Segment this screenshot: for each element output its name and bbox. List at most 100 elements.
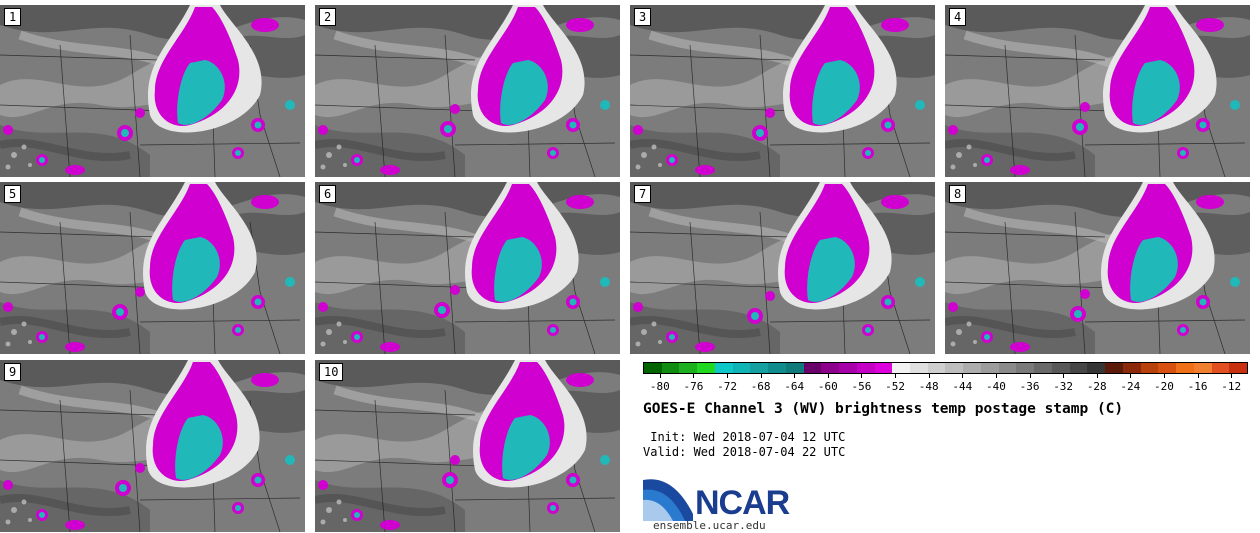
colorbar-segment [980,363,999,373]
colorbar-segment [1122,363,1141,373]
colorbar-tick-label: -48 [918,380,939,393]
colorbar-segment [661,363,680,373]
wv-map [945,182,1250,354]
colorbar-tick-label: -12 [1221,380,1242,393]
panel-label: 7 [634,185,652,203]
panel-label: 4 [949,8,967,26]
colorbar-tick-label: -40 [985,380,1006,393]
wv-map [630,182,935,354]
colorbar-segment [839,363,857,373]
colorbar-segment [714,363,733,373]
wv-map [0,360,305,532]
colorbar-segment [1193,363,1212,373]
postage-stamp-panel-2: 2 [315,5,620,177]
ncar-logo-icon [643,479,693,521]
colorbar-tick-label: -36 [1019,380,1040,393]
colorbar-tick-label: -44 [952,380,973,393]
colorbar-tickmark [928,374,930,378]
wv-map [0,5,305,177]
ncar-logo-text: NCAR [695,484,790,522]
colorbar-segment [1087,363,1106,373]
postage-stamp-panel-4: 4 [945,5,1250,177]
colorbar-segment [1176,363,1194,373]
colorbar-tick-label: -72 [717,380,737,393]
colorbar-tickmark [760,374,762,378]
colorbar-tick-label: -80 [649,380,670,393]
colorbar-tick-label: -24 [1120,380,1141,393]
colorbar [643,362,1248,374]
postage-stamp-panel-6: 6 [315,182,620,354]
colorbar-segment [768,363,786,373]
colorbar-tick-label: -76 [683,380,704,393]
colorbar-tick-label: -60 [817,380,838,393]
colorbar-segment [998,363,1017,373]
colorbar-tickmark [1096,374,1098,378]
colorbar-segment [732,363,751,373]
colorbar-segment [963,363,981,373]
colorbar-segment [821,363,840,373]
colorbar-segment [1158,363,1177,373]
logo-url: ensemble.ucar.edu [653,519,766,532]
wv-map [315,182,620,354]
colorbar-tickmark [693,374,695,378]
wv-map [630,5,935,177]
colorbar-tickmark [827,374,829,378]
panel-label: 10 [319,363,344,381]
colorbar-segment [697,363,715,373]
postage-stamp-panel-9: 9 [0,360,305,532]
wv-map [315,360,620,532]
panel-label: 6 [319,185,337,203]
postage-stamp-panel-3: 3 [630,5,935,177]
colorbar-segment [892,363,911,373]
wv-map [945,5,1250,177]
colorbar-segment [1034,363,1052,373]
colorbar-tickmark [962,374,964,378]
panel-label: 9 [4,363,22,381]
colorbar-tick-label: -64 [784,380,805,393]
colorbar-segment [1229,363,1247,373]
colorbar-segment [679,363,698,373]
colorbar-segment [1105,363,1123,373]
valid-time: Valid: Wed 2018-07-04 22 UTC [643,445,846,459]
colorbar-tickmark [1231,374,1233,378]
colorbar-tickmark [995,374,997,378]
colorbar-segment [1140,363,1159,373]
colorbar-tick-label: -32 [1053,380,1074,393]
colorbar-segment [1069,363,1088,373]
init-time: Init: Wed 2018-07-04 12 UTC [643,430,846,444]
colorbar-segment [927,363,946,373]
wv-map [315,5,620,177]
colorbar-segment [785,363,804,373]
colorbar-segment [750,363,769,373]
colorbar-tick-label: -52 [885,380,906,393]
colorbar-tick-label: -68 [750,380,771,393]
colorbar-tickmark [1063,374,1065,378]
colorbar-tickmark [1130,374,1132,378]
panel-label: 5 [4,185,22,203]
postage-stamp-panel-1: 1 [0,5,305,177]
panel-label: 1 [4,8,22,26]
colorbar-segment [1016,363,1035,373]
postage-stamp-panel-5: 5 [0,182,305,354]
colorbar-segment [874,363,893,373]
colorbar-tickmark [1029,374,1031,378]
colorbar-segment [803,363,822,373]
colorbar-segment [910,363,928,373]
colorbar-tickmark [1163,374,1165,378]
colorbar-segment [856,363,875,373]
colorbar-tickmark [861,374,863,378]
postage-stamp-panel-8: 8 [945,182,1250,354]
colorbar-tickmark [1197,374,1199,378]
colorbar-segment [644,363,662,373]
colorbar-tickmark [895,374,897,378]
figure-title: GOES-E Channel 3 (WV) brightness temp po… [643,401,1124,417]
colorbar-ticks: -80 -76 -72 -68 -64 -60 -56 -52 -48 -44 -40 -36 -32-… [643,374,1248,394]
colorbar-tickmark [727,374,729,378]
postage-stamp-panel-7: 7 [630,182,935,354]
colorbar-segment [945,363,964,373]
colorbar-tick-label: -28 [1086,380,1107,393]
colorbar-tick-label: -16 [1187,380,1208,393]
colorbar-segment [1211,363,1230,373]
colorbar-segment [1051,363,1070,373]
panel-label: 2 [319,8,337,26]
